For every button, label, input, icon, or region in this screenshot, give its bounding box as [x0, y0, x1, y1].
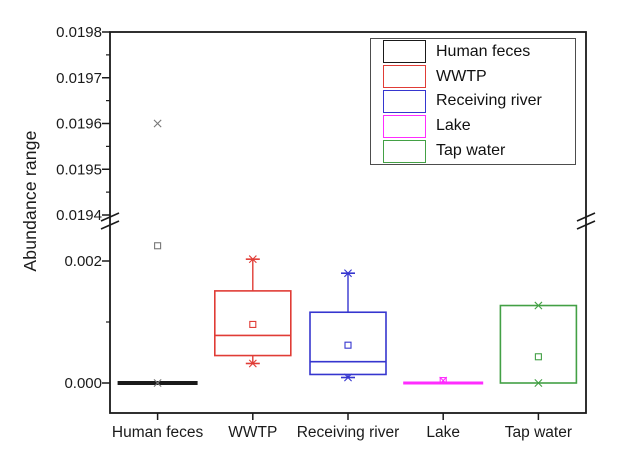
box-2 [309, 311, 387, 376]
legend-label: Receiving river [436, 92, 542, 110]
legend-swatch-lake [383, 114, 426, 138]
legend-entry: Tap water [371, 139, 575, 163]
mean-marker [439, 377, 447, 385]
cross-marker [248, 359, 257, 368]
legend: Human feces WWTP Receiving river Lake Ta… [370, 38, 576, 165]
y-tick-label: 0.0197 [56, 70, 102, 87]
legend-label: Lake [436, 117, 471, 135]
x-category-label: Lake [426, 424, 460, 441]
cross-marker [248, 255, 257, 264]
legend-entry: WWTP [371, 65, 575, 89]
x-category-label: Receiving river [297, 424, 400, 441]
axis-break-mark [576, 212, 596, 222]
mean-marker [344, 341, 352, 349]
x-category-label: Human feces [112, 424, 204, 441]
legend-swatch-tap-water [383, 139, 426, 163]
cross-marker [344, 373, 352, 382]
legend-entry: Lake [371, 114, 575, 138]
cross-marker [534, 301, 543, 310]
cross-marker [534, 379, 543, 387]
cross-marker [439, 376, 448, 385]
y-tick-label: 0.0194 [56, 207, 102, 224]
mean-marker [154, 242, 162, 250]
y-axis-title: Abundance range [20, 130, 40, 272]
legend-swatch-receiving-river [383, 89, 426, 113]
box-1 [214, 290, 292, 357]
mean-marker [249, 320, 257, 328]
box-4 [499, 304, 578, 384]
legend-entry: Receiving river [371, 89, 575, 113]
legend-label: Tap water [436, 142, 506, 160]
cross-marker [153, 119, 162, 128]
box-collapsed-3 [403, 381, 484, 385]
x-category-label: Tap water [505, 424, 572, 441]
x-category-label: WWTP [228, 424, 277, 441]
axis-break-mark [576, 220, 596, 230]
cross-marker [344, 269, 352, 278]
y-tick-label: 0.002 [64, 253, 102, 270]
y-tick-label: 0.0198 [56, 24, 102, 41]
legend-entry: Human feces [371, 40, 575, 64]
axis-break-mark [100, 212, 120, 222]
legend-label: Human feces [436, 42, 531, 60]
y-tick-label: 0.0196 [56, 116, 102, 133]
cross-marker [153, 379, 162, 387]
legend-label: WWTP [436, 67, 487, 85]
axis-break-mark [100, 220, 120, 230]
y-tick-label: 0.0195 [56, 161, 102, 178]
y-tick-label: 0.000 [64, 375, 102, 392]
legend-swatch-wwtp [383, 65, 426, 89]
mean-marker [534, 353, 542, 361]
legend-swatch-human-feces [383, 40, 426, 64]
